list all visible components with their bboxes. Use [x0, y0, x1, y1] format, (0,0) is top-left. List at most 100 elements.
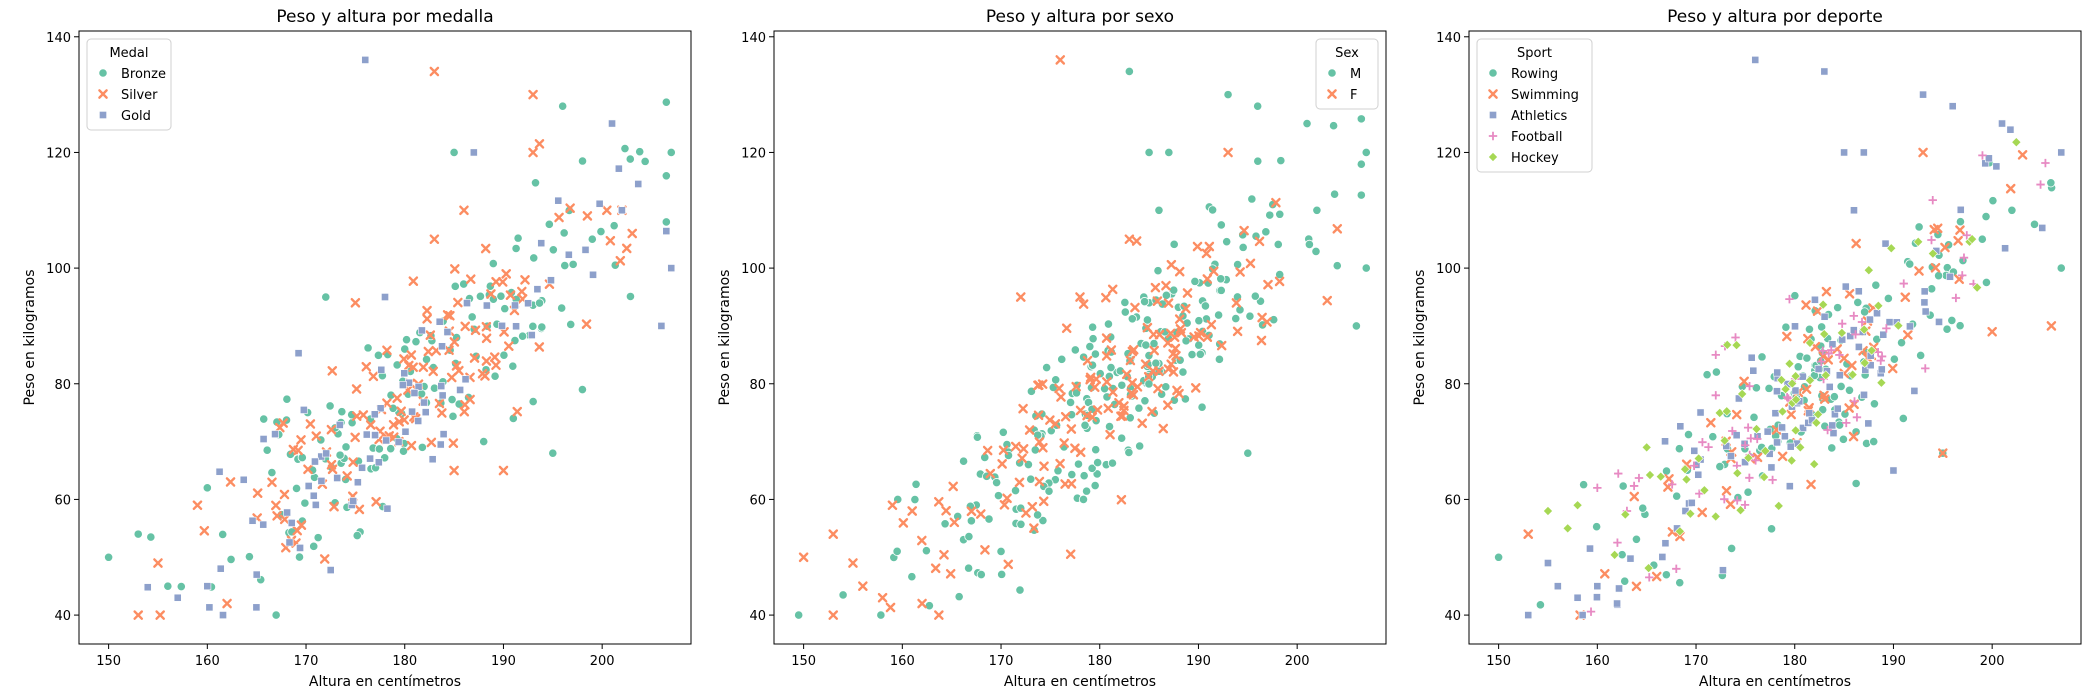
scatter-point [311, 457, 319, 466]
scatter-point [163, 581, 173, 591]
scatter-point [406, 350, 417, 360]
scatter-point [418, 362, 429, 373]
scatter-point [1157, 389, 1167, 399]
scatter-point [1029, 525, 1039, 535]
scatter-point [1987, 326, 1997, 337]
scatter-point [828, 529, 839, 539]
scatter-point [1844, 403, 1854, 413]
scatter-point [222, 598, 232, 609]
scatter-point [1002, 493, 1012, 504]
x-tick-label: 170 [294, 654, 319, 669]
scatter-point [216, 564, 225, 573]
scatter-point [948, 481, 958, 492]
scatter-point [1690, 446, 1699, 455]
scatter-point [1494, 552, 1504, 562]
scatter-point [581, 245, 590, 254]
scatter-point [133, 529, 143, 539]
scatter-point [368, 371, 379, 382]
data-points [1494, 56, 2066, 620]
scatter-point [1124, 66, 1134, 77]
scatter-point [1176, 327, 1187, 338]
scatter-point [428, 366, 439, 377]
scatter-point [1743, 487, 1753, 497]
scatter-point [1056, 392, 1066, 402]
scatter-point [1849, 311, 1859, 321]
scatter-point [362, 430, 371, 439]
scatter-point [1812, 306, 1823, 316]
scatter-point [1938, 448, 1948, 458]
scatter-point [1216, 220, 1226, 230]
scatter-point [317, 477, 326, 485]
scatter-point [1746, 434, 1756, 443]
legend-box [86, 38, 172, 131]
scatter-point [1182, 288, 1193, 298]
scatter-point [401, 335, 412, 345]
scatter-point [1896, 338, 1907, 348]
scatter-point [992, 478, 1002, 488]
scatter-point [1222, 237, 1232, 247]
scatter-point [1951, 293, 1961, 303]
scatter-point [528, 321, 538, 331]
scatter-point [1798, 372, 1807, 381]
plot-area [79, 31, 691, 644]
scatter-point [1010, 441, 1021, 452]
scatter-point [1745, 381, 1754, 391]
scatter-point [496, 291, 506, 301]
scatter-point [608, 119, 616, 128]
scatter-point [1620, 576, 1630, 586]
y-tick-label: 40 [54, 609, 71, 624]
scatter-point [1828, 421, 1837, 430]
scatter-point [1817, 357, 1826, 366]
scatter-point [548, 245, 558, 255]
scatter-point [1163, 298, 1174, 308]
scatter-point [582, 211, 593, 221]
x-tick-label: 170 [989, 654, 1014, 669]
scatter-point [1687, 498, 1696, 507]
scatter-point [1805, 409, 1814, 418]
scatter-point [1161, 382, 1171, 392]
scatter-point [1696, 408, 1705, 417]
scatter-point [291, 483, 302, 494]
scatter-point [326, 459, 337, 470]
scatter-point [1208, 266, 1219, 277]
scatter-point [1524, 611, 1533, 619]
scatter-point [1057, 354, 1067, 364]
scatter-point [1899, 279, 1908, 288]
scatter-point [1039, 461, 1049, 472]
scatter-point [1038, 442, 1048, 453]
scatter-point [1727, 452, 1735, 461]
scatter-point [1972, 282, 1983, 293]
scatter-point [972, 432, 982, 442]
scatter-point [534, 298, 545, 308]
scatter-point [252, 603, 261, 612]
scatter-point [176, 581, 186, 592]
scatter-point [1553, 582, 1562, 591]
scatter-point [1271, 197, 1281, 208]
scatter-point [1152, 296, 1163, 306]
scatter-point [939, 549, 949, 560]
scatter-point [1592, 522, 1602, 532]
scatter-point [313, 533, 323, 543]
scatter-point [1054, 383, 1064, 394]
scatter-point [997, 459, 1007, 469]
scatter-point [1795, 442, 1806, 453]
scatter-point [1243, 448, 1253, 458]
scatter-point [288, 444, 299, 455]
scatter-point [1814, 365, 1823, 373]
scatter-point [1361, 147, 1371, 158]
scatter-point [1356, 190, 1366, 200]
scatter-point [1791, 394, 1802, 405]
scatter-point [1898, 413, 1908, 424]
scatter-point [1711, 350, 1720, 360]
scatter-point [1223, 90, 1233, 100]
scatter-point [1593, 483, 1602, 493]
scatter-point [1955, 217, 1966, 227]
scatter-point [1140, 396, 1150, 406]
y-tick-label: 40 [749, 609, 766, 624]
scatter-point [1745, 473, 1754, 483]
scatter-point [1105, 429, 1115, 440]
scatter-point [933, 496, 944, 507]
scatter-point [1828, 340, 1837, 349]
scatter-point [1190, 383, 1201, 393]
scatter-point [667, 264, 676, 273]
